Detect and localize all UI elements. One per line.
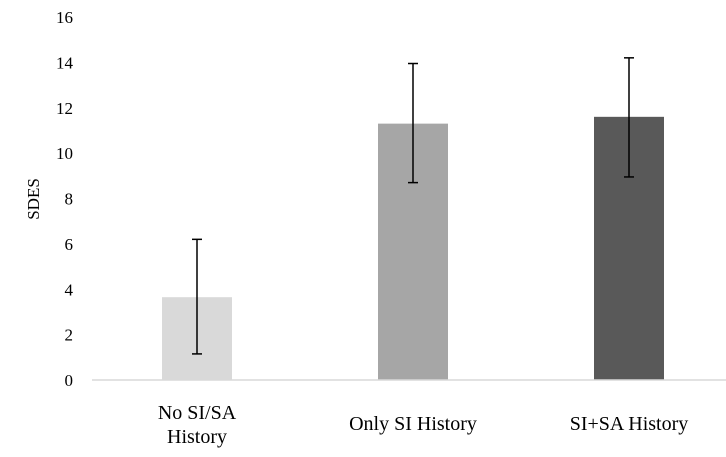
y-tick-label: 10 xyxy=(56,144,73,163)
y-tick-label: 6 xyxy=(65,235,74,254)
x-category-label: Only SI History xyxy=(349,413,477,435)
y-tick-label: 14 xyxy=(56,53,74,72)
y-tick-label: 4 xyxy=(65,280,74,299)
x-category-labels: No SI/SA History Only SI History SI+SA Hist… xyxy=(158,402,688,448)
error-bar xyxy=(408,62,418,184)
y-tick-label: 8 xyxy=(65,190,74,209)
y-tick-label: 0 xyxy=(65,371,74,390)
error-bars xyxy=(192,57,634,355)
y-tick-label: 2 xyxy=(65,326,74,345)
x-category-label: No SI/SA History xyxy=(158,402,237,448)
y-axis-title-group: SDES xyxy=(24,178,43,220)
y-tick-label: 16 xyxy=(56,8,73,27)
error-bar xyxy=(624,57,634,178)
y-tick-labels: 0 2 4 6 8 10 12 14 16 xyxy=(56,8,74,390)
y-tick-label: 12 xyxy=(56,99,73,118)
error-bar xyxy=(192,238,202,355)
y-axis-title: SDES xyxy=(24,178,43,220)
x-category-label: SI+SA History xyxy=(570,413,689,435)
